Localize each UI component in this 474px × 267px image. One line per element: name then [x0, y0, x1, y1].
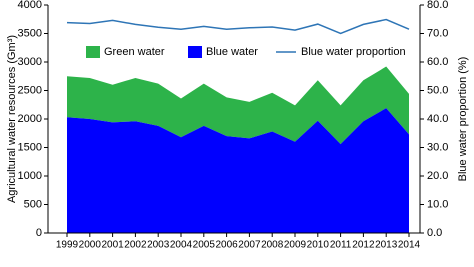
x-tick-label: 2003: [147, 240, 170, 251]
y2-tick-label: 50.0: [427, 84, 448, 96]
y2-tick-label: 20.0: [427, 170, 448, 182]
y-tick-label: 0: [36, 227, 42, 239]
proportion-line: [66, 18, 410, 35]
y2-axis-title: Blue water proportion (%): [457, 57, 469, 182]
y2-tick-label: 70.0: [427, 27, 448, 39]
x-tick-label: 2011: [330, 240, 352, 251]
x-tick-label: 2004: [170, 240, 193, 251]
x-tick-label: 2012: [352, 240, 375, 251]
y2-tick-label: 60.0: [427, 56, 448, 68]
green-water-area: [67, 66, 409, 145]
legend-swatch: [188, 46, 202, 58]
x-tick-label: 2000: [79, 240, 102, 251]
x-tick-label: 2006: [215, 240, 238, 251]
x-tick-label: 2002: [124, 240, 147, 251]
x-tick-label: 2013: [375, 240, 398, 251]
blue-water-area: [67, 108, 409, 233]
y2-tick-label: 40.0: [427, 113, 448, 125]
y2-tick-label: 0.0: [427, 227, 442, 239]
y-tick-label: 2500: [18, 84, 42, 96]
x-tick-label: 2010: [307, 240, 330, 251]
y-tick-label: 3000: [18, 56, 42, 68]
x-tick-label: 2014: [398, 240, 421, 251]
y-tick-label: 4000: [18, 0, 42, 11]
y-tick-label: 3500: [18, 27, 42, 39]
x-tick-label: 2001: [101, 240, 124, 251]
legend-label: Blue water: [206, 46, 258, 58]
y2-tick-label: 30.0: [427, 141, 448, 153]
y-tick-label: 1500: [18, 141, 42, 153]
legend-swatch: [86, 46, 100, 58]
y2-tick-label: 10.0: [427, 198, 448, 210]
x-tick-label: 1999: [56, 240, 79, 251]
y-tick-label: 2000: [18, 113, 42, 125]
y-tick-label: 1000: [18, 170, 42, 182]
x-tick-label: 2008: [261, 240, 284, 251]
x-tick-label: 2009: [284, 240, 307, 251]
y-axis-title: Agricultural water resources (Gm³): [6, 35, 18, 203]
y-tick-label: 500: [24, 198, 42, 210]
legend-label: Blue water proportion: [301, 46, 406, 58]
y2-tick-label: 80.0: [427, 0, 448, 11]
legend-label: Green water: [104, 46, 165, 58]
x-tick-label: 2005: [193, 240, 216, 251]
x-tick-label: 2007: [238, 240, 261, 251]
